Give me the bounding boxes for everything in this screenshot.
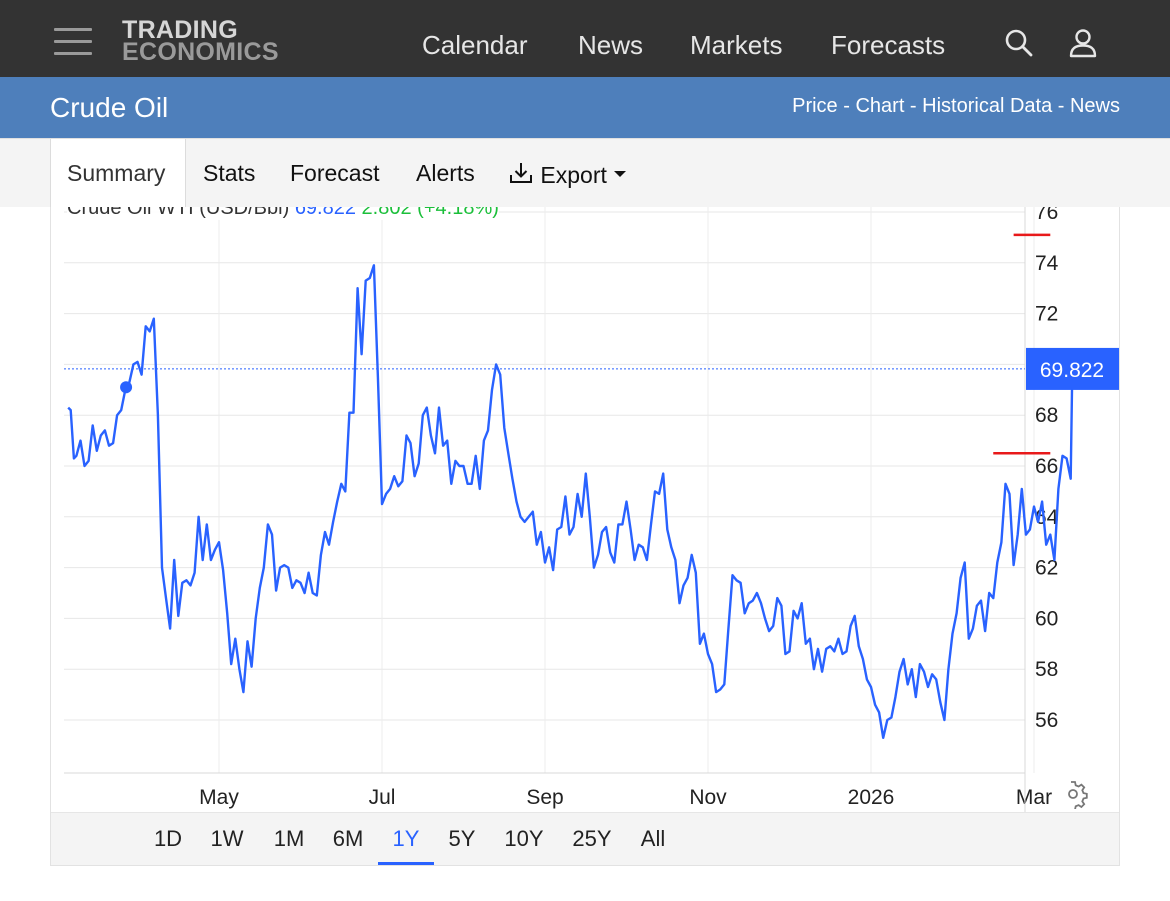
range-all[interactable]: All [640,826,666,851]
logo-line2: ECONOMICS [122,38,279,66]
link-news[interactable]: News [1069,95,1120,117]
y-tick-label: 62 [1035,557,1058,580]
y-tick-label: 72 [1035,303,1058,326]
range-1d[interactable]: 1D [153,826,183,851]
page-title: Crude Oil [50,92,169,123]
nav-news[interactable]: News [578,30,644,60]
y-tick-label: 56 [1035,709,1058,732]
series-marker-dot [120,381,133,394]
x-tick-label: Jul [369,786,396,809]
y-tick-label: 68 [1035,404,1058,427]
price-badge [1026,347,1119,390]
range-1m[interactable]: 1M [273,826,305,851]
chart-panel: 56 58 60 62 64 66 68 72 74 76 May Jul Sep Nov 2026 Mar 6… [50,207,1120,866]
tab-alerts[interactable]: Alerts [416,160,475,186]
link-chart[interactable]: Chart [855,95,905,117]
price-badge-label: 69.822 [1040,359,1104,382]
title-links: Price - Chart - Historical Data - News [792,95,1120,117]
top-navbar: TRADING ECONOMICS Calendar News Markets … [0,0,1170,77]
tab-summary[interactable]: Summary [50,139,186,208]
legend-change-pct: (+4.18%) [417,207,499,219]
y-tick-label: 76 [1035,207,1058,224]
legend-value: 69.822 [294,207,356,219]
logo[interactable]: TRADING ECONOMICS [122,16,279,66]
chart-legend: Crude Oil WTI (USD/Bbl) 69.822 2.802 (+4… [67,207,499,220]
tab-forecast[interactable]: Forecast [290,160,380,186]
x-tick-label: Mar [1016,786,1052,809]
hamburger-menu-icon[interactable] [54,28,92,56]
x-tick-label: Nov [689,786,727,809]
range-bar: 1D 1W 1M 6M 1Y 5Y 10Y 25Y All [51,812,1119,865]
caret-down-icon [614,171,627,177]
y-tick-label: 58 [1035,658,1058,681]
nav-markets[interactable]: Markets [690,30,783,60]
legend-change: 2.802 [361,207,412,219]
range-5y[interactable]: 5Y [448,826,476,851]
legend-series-name: Crude Oil WTI (USD/Bbl) [67,207,290,219]
y-tick-label: 60 [1035,607,1058,630]
range-1w[interactable]: 1W [210,826,244,851]
range-1y[interactable]: 1Y [378,813,434,865]
x-tick-label: Sep [526,786,563,809]
range-6m[interactable]: 6M [332,826,364,851]
search-icon[interactable] [1004,28,1034,58]
tab-stats[interactable]: Stats [203,160,256,186]
gear-icon[interactable] [1058,779,1088,809]
range-25y[interactable]: 25Y [572,826,612,851]
link-historical-data[interactable]: Historical Data [922,95,1053,117]
x-tick-label: May [199,786,239,809]
download-icon [510,163,532,183]
title-bar: Crude Oil Price - Chart - Historical Dat… [0,77,1170,138]
export-label: Export [540,162,607,188]
user-icon[interactable] [1068,28,1098,58]
range-10y[interactable]: 10Y [504,826,544,851]
nav-calendar[interactable]: Calendar [422,30,528,60]
tabs-row: Summary Stats Forecast Alerts Export [0,138,1170,208]
y-tick-label: 74 [1035,252,1059,275]
y-tick-label: 66 [1035,455,1058,478]
link-price[interactable]: Price [792,95,838,117]
logo-line1: TRADING [122,16,238,44]
tab-export[interactable]: Export [508,139,627,208]
nav-forecasts[interactable]: Forecasts [831,30,946,60]
x-tick-label: 2026 [848,786,895,809]
price-series-line [67,264,1074,739]
